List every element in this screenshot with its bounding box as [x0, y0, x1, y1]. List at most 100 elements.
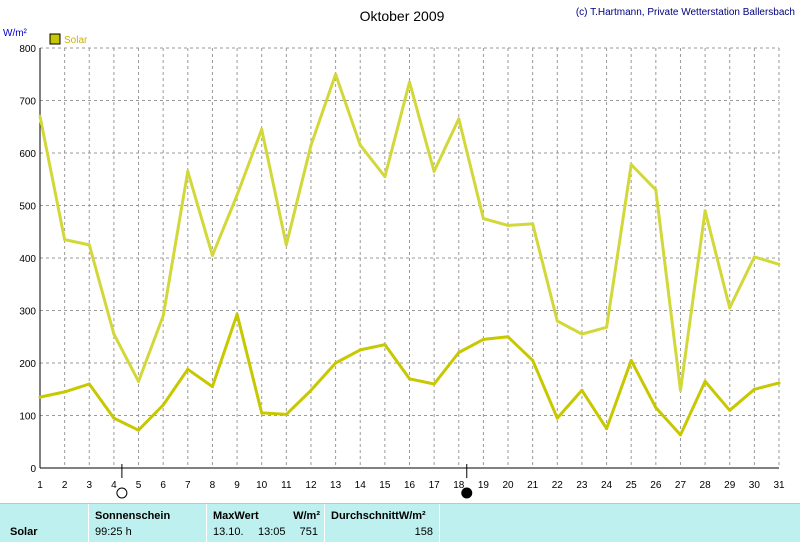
- data-point-avg: [112, 416, 116, 420]
- x-tick-label: 26: [650, 480, 662, 491]
- data-point-max: [580, 332, 584, 336]
- data-point-max: [87, 243, 91, 247]
- data-point-avg: [235, 312, 239, 316]
- stats-bar: Solar Sonnenschein 99:25 h MaxWert W/m² …: [0, 503, 800, 542]
- maxvalue-header: MaxWert: [213, 510, 259, 522]
- data-point-avg: [358, 348, 362, 352]
- data-point-avg: [63, 390, 67, 394]
- copyright-text: (c) T.Hartmann, Private Wetterstation Ba…: [576, 7, 795, 18]
- data-point-avg: [334, 361, 338, 365]
- data-point-avg: [432, 382, 436, 386]
- x-tick-label: 28: [700, 480, 712, 491]
- data-point-max: [186, 169, 190, 173]
- data-point-max: [235, 193, 239, 197]
- data-point-max: [531, 222, 535, 226]
- x-tick-label: 12: [305, 480, 317, 491]
- x-tick-label: 17: [429, 480, 441, 491]
- x-tick-label: 13: [330, 480, 342, 491]
- x-tick-label: 24: [601, 480, 613, 491]
- data-point-avg: [752, 387, 756, 391]
- y-tick-label: 700: [19, 97, 36, 108]
- full-moon-icon: [116, 487, 128, 499]
- data-point-max: [408, 80, 411, 84]
- x-tick-label: 16: [404, 480, 416, 491]
- x-tick-label: 27: [675, 480, 687, 491]
- y-tick-label: 400: [19, 254, 36, 265]
- data-point-max: [383, 175, 387, 179]
- data-point-avg: [309, 388, 313, 392]
- average-value: 158: [414, 526, 433, 538]
- data-point-avg: [654, 406, 658, 410]
- x-tick-label: 30: [749, 480, 761, 491]
- x-tick-label: 9: [234, 480, 240, 491]
- x-tick-label: 21: [527, 480, 539, 491]
- x-tick-label: 4: [111, 480, 117, 491]
- x-tick-label: 8: [210, 480, 216, 491]
- data-point-max: [678, 388, 682, 392]
- stats-row-label: Solar: [10, 526, 38, 538]
- x-tick-label: 18: [453, 480, 465, 491]
- data-point-max: [457, 117, 461, 121]
- maxvalue-date: 13.10.: [213, 526, 244, 538]
- x-tick-label: 23: [576, 480, 588, 491]
- y-axis-unit: W/m²: [3, 28, 28, 39]
- average-header: DurchschnittW/m²: [331, 510, 426, 522]
- moon-phase-group: [116, 464, 473, 499]
- x-tick-label: 5: [136, 480, 142, 491]
- y-tick-label: 800: [19, 44, 36, 55]
- data-point-avg: [87, 382, 91, 386]
- data-point-max: [63, 238, 67, 242]
- data-point-max: [728, 306, 732, 310]
- maxvalue-time: 13:05: [258, 526, 286, 538]
- legend-swatch: [49, 33, 61, 45]
- y-tick-label: 200: [19, 359, 36, 370]
- average-cell: DurchschnittW/m² 158: [324, 504, 440, 542]
- y-tick-label: 100: [19, 412, 36, 423]
- maxvalue-unit: W/m²: [293, 510, 320, 522]
- data-point-max: [555, 319, 559, 323]
- data-point-max: [432, 169, 436, 173]
- x-tick-label: 25: [626, 480, 638, 491]
- x-tick-label: 31: [773, 480, 785, 491]
- data-point-max: [210, 253, 214, 257]
- maxvalue-cell: MaxWert W/m² 13.10. 13:05 751: [206, 504, 324, 542]
- data-point-avg: [383, 343, 387, 347]
- x-tick-label: 11: [281, 480, 292, 491]
- x-tick-label: 1: [37, 480, 43, 491]
- data-point-max: [112, 332, 116, 336]
- x-tick-label: 22: [552, 480, 564, 491]
- series-group: [38, 72, 781, 437]
- data-point-max: [309, 143, 313, 147]
- data-point-avg: [457, 351, 461, 354]
- data-point-avg: [186, 367, 190, 371]
- data-point-avg: [678, 433, 682, 437]
- data-point-avg: [580, 388, 584, 392]
- data-point-avg: [629, 358, 633, 362]
- data-point-max: [137, 379, 141, 383]
- chart-title: Oktober 2009: [360, 8, 445, 24]
- data-point-max: [752, 255, 756, 259]
- data-point-avg: [38, 395, 42, 399]
- data-point-max: [260, 127, 264, 131]
- data-point-avg: [506, 335, 510, 339]
- x-tick-label: 7: [185, 480, 191, 491]
- data-point-avg: [728, 408, 732, 412]
- x-tick-label: 10: [256, 480, 268, 491]
- y-tick-label: 300: [19, 307, 36, 318]
- data-point-max: [334, 72, 338, 76]
- new-moon-icon: [461, 487, 473, 499]
- x-tick-label: 20: [502, 480, 514, 491]
- data-point-max: [284, 243, 288, 247]
- data-point-max: [605, 325, 609, 329]
- data-point-max: [703, 209, 707, 213]
- data-point-avg: [555, 416, 559, 420]
- maxvalue-value: 751: [299, 526, 318, 538]
- data-point-avg: [605, 427, 609, 431]
- data-point-max: [777, 262, 781, 266]
- data-point-max: [654, 188, 658, 192]
- sunshine-value: 99:25 h: [95, 526, 132, 538]
- data-point-avg: [703, 379, 707, 383]
- data-point-max: [481, 217, 485, 221]
- y-tick-label: 0: [30, 464, 36, 475]
- data-point-avg: [260, 411, 264, 415]
